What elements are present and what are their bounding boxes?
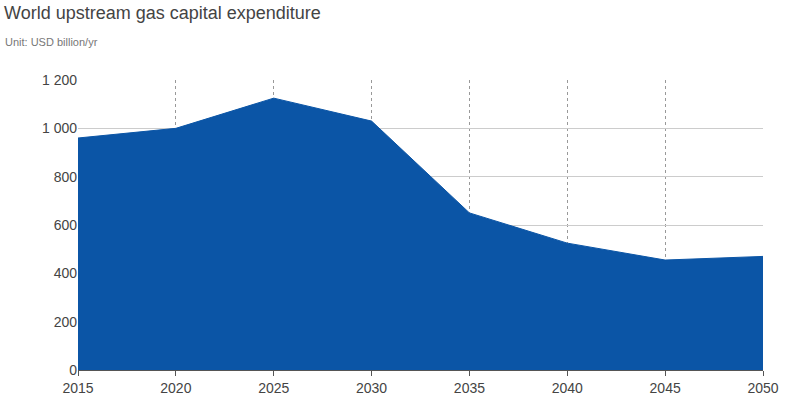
svg-text:2030: 2030	[356, 380, 387, 396]
svg-text:2045: 2045	[650, 380, 681, 396]
svg-text:600: 600	[54, 217, 78, 233]
svg-text:200: 200	[54, 314, 78, 330]
svg-text:2020: 2020	[160, 380, 191, 396]
svg-text:2040: 2040	[552, 380, 583, 396]
svg-text:2050: 2050	[747, 380, 778, 396]
svg-text:1 200: 1 200	[42, 72, 77, 88]
svg-text:800: 800	[54, 169, 78, 185]
svg-text:2015: 2015	[62, 380, 93, 396]
svg-text:1 000: 1 000	[42, 120, 77, 136]
svg-text:Unit: USD billion/yr: Unit: USD billion/yr	[5, 36, 98, 48]
svg-text:World upstream gas capital exp: World upstream gas capital expenditure	[4, 3, 321, 23]
svg-text:400: 400	[54, 265, 78, 281]
svg-text:2025: 2025	[258, 380, 289, 396]
svg-text:2035: 2035	[454, 380, 485, 396]
svg-text:0: 0	[69, 362, 77, 378]
